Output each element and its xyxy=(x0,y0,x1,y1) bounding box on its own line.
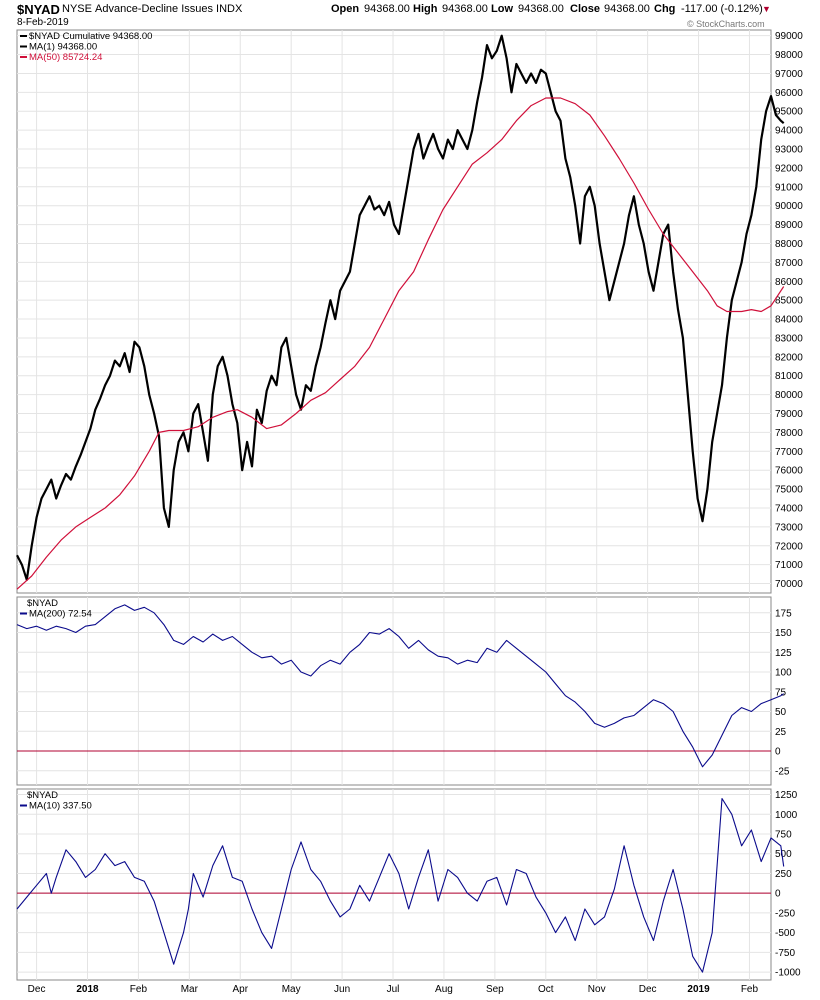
y-tick-label: 74000 xyxy=(775,503,803,514)
y-tick-label: 73000 xyxy=(775,522,803,533)
y-tick-label: 89000 xyxy=(775,220,803,231)
x-tick-label: 2019 xyxy=(687,984,710,995)
y-tick-label: 500 xyxy=(775,849,792,860)
y-tick-label: 125 xyxy=(775,648,792,659)
legend-entry: MA(50) 85724.24 xyxy=(29,52,102,63)
y-tick-label: 175 xyxy=(775,608,792,619)
legend-entry: MA(200) 72.54 xyxy=(29,609,92,620)
legend-entry: $NYAD xyxy=(27,598,58,609)
watermark: © StockCharts.com xyxy=(687,19,765,29)
y-tick-label: 25 xyxy=(775,727,787,738)
y-tick-label: 81000 xyxy=(775,371,803,382)
y-tick-label: 75 xyxy=(775,687,787,698)
symbol-label: $NYAD xyxy=(17,2,60,17)
open-label: Open xyxy=(331,3,360,15)
x-tick-label: Dec xyxy=(639,984,657,995)
date-label: 8-Feb-2019 xyxy=(17,17,69,28)
y-tick-label: -500 xyxy=(775,928,795,939)
y-tick-label: 90000 xyxy=(775,201,803,212)
y-tick-label: 93000 xyxy=(775,145,803,156)
exchange-label: NYSE xyxy=(62,3,92,15)
ma10-panel: -1000 -750 -500 -250 0 250 500 750 1000 1250 $NYAD… xyxy=(16,788,801,995)
low-value: 94368.00 xyxy=(518,3,564,15)
x-tick-label: Nov xyxy=(588,984,606,995)
x-tick-label: Dec xyxy=(28,984,46,995)
y-tick-label: -250 xyxy=(775,908,795,919)
y-tick-label: 92000 xyxy=(775,163,803,174)
y-tick-label: 88000 xyxy=(775,239,803,250)
y-tick-label: 85000 xyxy=(775,296,803,307)
x-tick-label: Oct xyxy=(538,984,554,995)
y-tick-label: -25 xyxy=(775,766,790,777)
y-tick-label: 71000 xyxy=(775,560,803,571)
low-label: Low xyxy=(491,3,513,15)
panel-frame xyxy=(16,788,772,981)
y-tick-label: 97000 xyxy=(775,69,803,80)
chg-value: -117.00 (-0.12%) xyxy=(681,3,763,15)
y-tick-label: 0 xyxy=(775,889,781,900)
legend-entry: $NYAD Cumulative 94368.00 xyxy=(29,31,152,42)
y-tick-label: 150 xyxy=(775,628,792,639)
y-tick-label: 50 xyxy=(775,707,787,718)
y-tick-label: 72000 xyxy=(775,541,803,552)
y-tick-label: 95000 xyxy=(775,107,803,118)
panel-frame xyxy=(16,596,772,786)
price-series-line xyxy=(16,34,785,581)
y-tick-label: 91000 xyxy=(775,182,803,193)
down-arrow-icon: ▼ xyxy=(762,4,771,14)
open-value: 94368.00 xyxy=(364,3,410,15)
close-value: 94368.00 xyxy=(604,3,650,15)
y-tick-label: 78000 xyxy=(775,428,803,439)
y-tick-label: 94000 xyxy=(775,126,803,137)
x-tick-label: Apr xyxy=(232,984,248,995)
indicator-series-line xyxy=(16,797,785,973)
x-tick-label: Feb xyxy=(741,984,759,995)
x-tick-label: Jun xyxy=(334,984,350,995)
description-label: Advance-Decline Issues INDX xyxy=(95,3,243,15)
y-tick-label: 750 xyxy=(775,829,792,840)
high-value: 94368.00 xyxy=(442,3,488,15)
chart-header: $NYAD NYSE Advance-Decline Issues INDX 8… xyxy=(0,0,820,32)
legend-entry: MA(1) 94368.00 xyxy=(29,42,97,53)
close-label: Close xyxy=(570,3,600,15)
legend-entry: $NYAD xyxy=(27,790,58,801)
x-tick-label: Aug xyxy=(435,984,453,995)
y-tick-label: 0 xyxy=(775,747,781,758)
y-tick-label: 87000 xyxy=(775,258,803,269)
y-tick-label: 84000 xyxy=(775,315,803,326)
y-tick-label: 100 xyxy=(775,668,792,679)
y-tick-label: 75000 xyxy=(775,485,803,496)
y-tick-label: 86000 xyxy=(775,277,803,288)
y-tick-label: -750 xyxy=(775,948,795,959)
panel-frame xyxy=(16,29,772,594)
y-tick-label: 1000 xyxy=(775,810,798,821)
x-tick-label: Jul xyxy=(387,984,400,995)
y-tick-label: 99000 xyxy=(775,31,803,42)
y-tick-label: 98000 xyxy=(775,50,803,61)
y-tick-label: 77000 xyxy=(775,447,803,458)
y-tick-label: 70000 xyxy=(775,579,803,590)
y-tick-label: 1250 xyxy=(775,790,798,801)
y-tick-label: 83000 xyxy=(775,333,803,344)
y-tick-label: 79000 xyxy=(775,409,803,420)
ma50-series-line xyxy=(16,97,785,590)
x-tick-label: May xyxy=(282,984,301,995)
y-tick-label: -1000 xyxy=(775,968,801,979)
x-tick-label: Feb xyxy=(130,984,148,995)
x-tick-label: Sep xyxy=(486,984,504,995)
indicator-series-line xyxy=(16,604,785,768)
chg-label: Chg xyxy=(654,3,676,15)
y-tick-label: 82000 xyxy=(775,352,803,363)
y-tick-label: 96000 xyxy=(775,88,803,99)
x-tick-label: 2018 xyxy=(76,984,99,995)
y-tick-label: 80000 xyxy=(775,390,803,401)
y-tick-label: 76000 xyxy=(775,466,803,477)
price-panel: 70000 71000 72000 73000 74000 75000 76000 77000… xyxy=(16,29,803,608)
high-label: High xyxy=(413,3,438,15)
x-tick-label: Mar xyxy=(181,984,199,995)
y-tick-label: 250 xyxy=(775,869,792,880)
legend-entry: MA(10) 337.50 xyxy=(29,801,92,812)
